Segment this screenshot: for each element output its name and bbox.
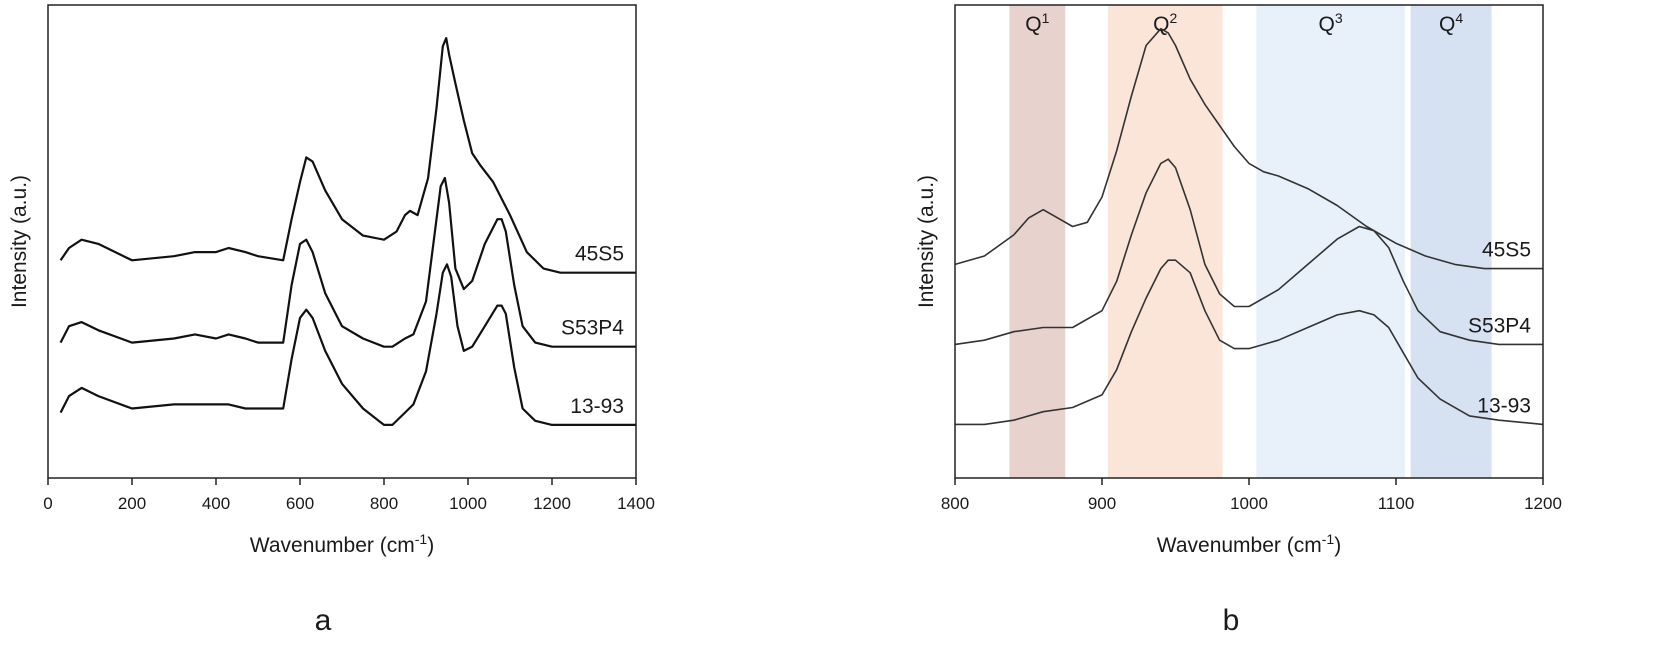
panel-b-y-axis-label: Intensity (a.u.) [915,175,938,308]
x-tick-label: 1000 [449,494,487,513]
x-tick-label: 200 [118,494,146,513]
q1-band [1009,5,1066,478]
series-line-45s5 [954,27,1543,270]
series-line-13-93 [955,259,1544,426]
series-label-s53p4: S53P4 [1468,314,1531,337]
series-line-s53p4 [954,158,1543,346]
q2-band [1107,5,1223,478]
x-tick-label: 1200 [1524,494,1562,513]
x-tick-label: 900 [1088,494,1116,513]
panel-a-x-axis-label: Wavenumber (cm-1) [250,531,434,557]
q2-band-label: Q2 [1153,10,1177,36]
series-line-45s5 [59,36,636,274]
series-label-13-93: 13-93 [1477,394,1531,417]
panel-a-series-labels: 45S5 S53P4 13-93 [561,243,624,418]
q1-band-label: Q1 [1025,10,1049,36]
x-tick-label: 1000 [1230,494,1268,513]
series-label-45s5: 45S5 [575,243,624,266]
x-tick-label: 600 [286,494,314,513]
panel-b-series-group [954,27,1544,426]
x-tick-label: 0 [43,494,52,513]
series-line-13-93 [59,263,636,426]
q4-band-label: Q4 [1439,10,1463,36]
q-band-letter: Q [1319,13,1335,36]
q-band-superscript: 2 [1169,10,1177,26]
panel-a-y-axis-label: Intensity (a.u.) [8,175,31,308]
panel-b-q-bands: Q1 Q2 Q3 Q4 [1009,5,1492,478]
q-band-letter: Q [1439,13,1455,36]
series-label-45s5: 45S5 [1482,239,1531,262]
panel-a-x-ticks: 0 200 400 600 800 1000 1200 1400 [43,478,655,513]
q-band-letter: Q [1025,13,1041,36]
q-band-superscript: 3 [1335,10,1343,26]
panel-a-label: a [315,604,332,637]
q3-band-label: Q3 [1319,10,1343,36]
q3-band [1256,5,1405,478]
x-tick-label: 1400 [617,494,655,513]
x-tick-label: 800 [941,494,969,513]
x-tick-label: 1100 [1378,494,1415,513]
q4-band [1410,5,1492,478]
series-label-13-93: 13-93 [570,395,624,418]
chart-panel-a: 0 200 400 600 800 1000 1200 1400 45S5 S53P4 13-93… [8,4,655,637]
x-tick-label: 1200 [533,494,571,513]
panel-a-plot-frame [47,4,637,479]
panel-b-x-ticks: 800 900 1000 1100 1200 [941,478,1562,513]
q-band-superscript: 1 [1042,10,1050,26]
series-line-s53p4 [59,176,636,348]
panel-b-x-axis-label: Wavenumber (cm-1) [1157,531,1341,557]
x-tick-label: 800 [370,494,398,513]
series-label-s53p4: S53P4 [561,317,624,340]
q-band-superscript: 4 [1455,10,1463,26]
panel-a-series-group [59,36,636,426]
chart-panel-b: Q1 Q2 Q3 Q4 800 900 1000 1100 1200 45S5S53P413-… [915,4,1562,637]
x-tick-label: 400 [202,494,230,513]
panel-b-label: b [1223,604,1240,637]
panel-b-series-labels: 45S5 S53P4 13-93 [1468,239,1531,418]
q-band-letter: Q [1153,13,1169,36]
